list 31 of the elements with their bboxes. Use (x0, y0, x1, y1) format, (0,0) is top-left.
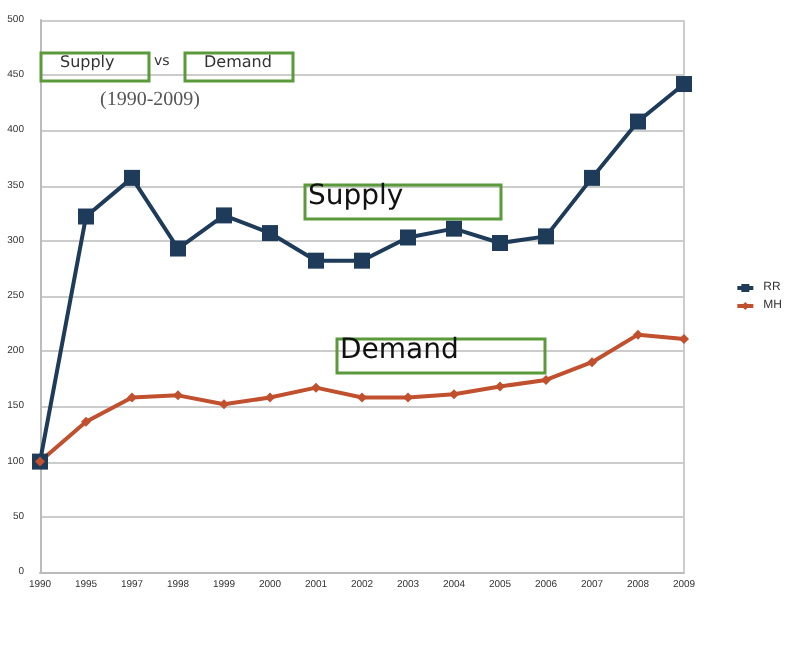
point (265, 392, 275, 403)
point (584, 169, 600, 186)
point (449, 389, 459, 400)
point (78, 208, 94, 225)
point (633, 329, 643, 340)
point (400, 229, 416, 246)
point (357, 392, 367, 403)
point (170, 240, 186, 257)
point (541, 374, 551, 385)
point (446, 220, 462, 237)
annotation: Demand (340, 334, 459, 366)
annotation: Supply (308, 180, 404, 212)
point (403, 392, 413, 403)
point (587, 357, 597, 368)
point (495, 381, 505, 392)
point (173, 390, 183, 401)
point (262, 225, 278, 242)
point (308, 252, 324, 269)
point (124, 169, 140, 186)
point (354, 252, 370, 269)
point (676, 76, 692, 93)
point (219, 399, 229, 410)
point (127, 392, 137, 403)
point (630, 113, 646, 130)
point (679, 334, 689, 345)
text: (1990-2009) (100, 89, 200, 111)
point (216, 207, 232, 224)
point (492, 235, 508, 252)
point (538, 228, 554, 245)
point (311, 382, 321, 393)
point (81, 416, 91, 427)
